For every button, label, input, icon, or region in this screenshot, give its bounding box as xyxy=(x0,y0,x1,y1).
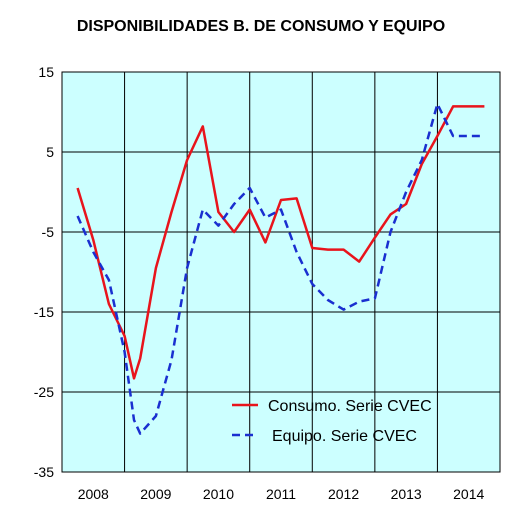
y-tick-label: 15 xyxy=(38,64,54,80)
y-tick-label: -35 xyxy=(34,464,54,480)
series-layer xyxy=(76,102,485,435)
series-line-consumo xyxy=(76,105,485,380)
legend-label: Equipo. Serie CVEC xyxy=(272,428,417,445)
y-tick-label: -5 xyxy=(42,224,55,240)
x-tick-label: 2012 xyxy=(328,486,359,502)
legend-label: Consumo. Serie CVEC xyxy=(268,398,432,415)
y-tick-label: -15 xyxy=(34,304,54,320)
x-tick-label: 2013 xyxy=(391,486,422,502)
grid-layer xyxy=(61,71,501,473)
x-tick-label: 2011 xyxy=(266,486,296,502)
legend-layer: Consumo. Serie CVEC Equipo. Serie CVEC xyxy=(232,398,432,445)
x-tick-label: 2014 xyxy=(453,486,484,502)
y-tick-label: -25 xyxy=(34,384,54,400)
axis-layer: 15 5 -5 -15 -25 -35 2008 2009 2010 2011 2012 2013 20… xyxy=(34,64,485,502)
series-line-equipo xyxy=(76,102,485,435)
x-tick-label: 2008 xyxy=(78,486,109,502)
x-tick-label: 2010 xyxy=(203,486,234,502)
x-tick-label: 2009 xyxy=(140,486,171,502)
chart-title: DISPONIBILIDADES B. DE CONSUMO Y EQUIPO xyxy=(76,18,446,35)
y-tick-label: 5 xyxy=(46,144,54,160)
